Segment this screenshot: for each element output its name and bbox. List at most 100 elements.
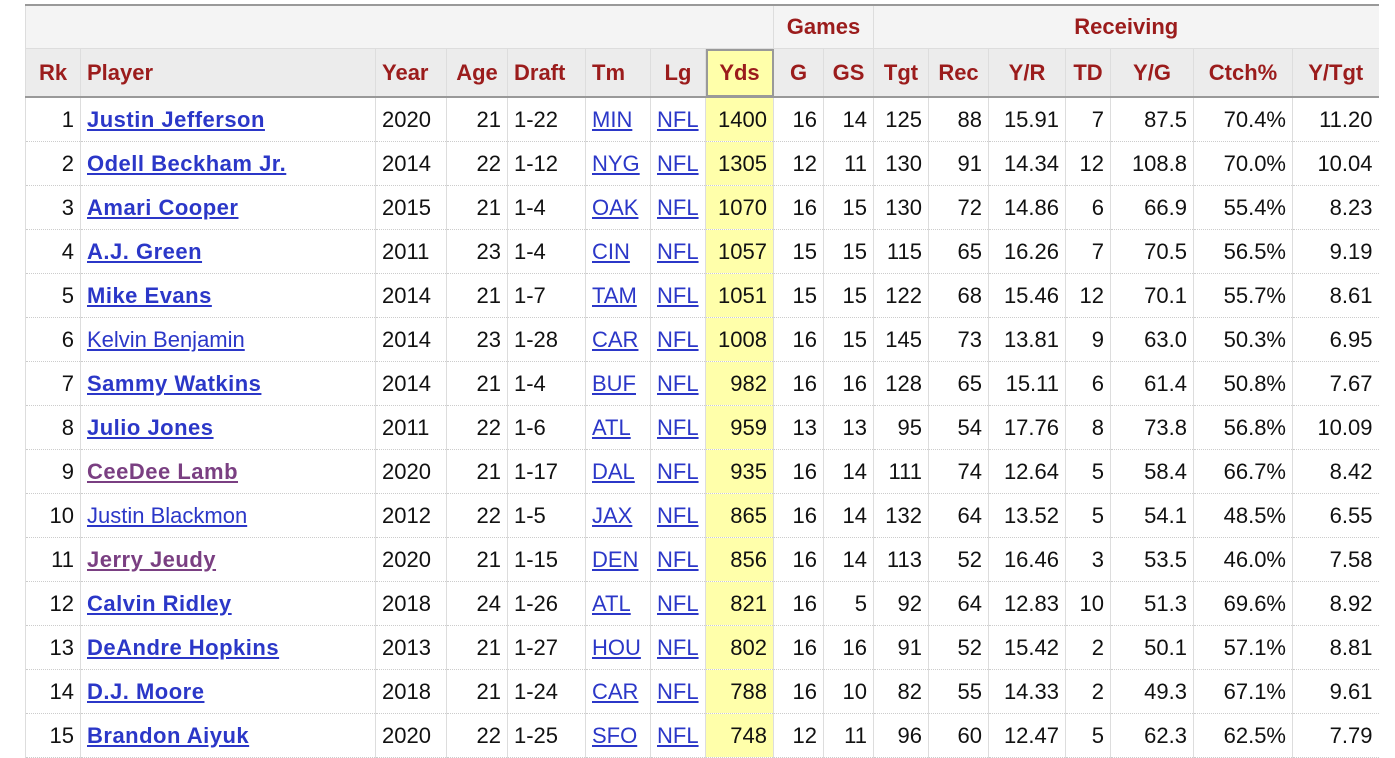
- team-link[interactable]: NYG: [592, 150, 640, 176]
- player-link[interactable]: Amari Cooper: [87, 194, 239, 220]
- cell: 92: [873, 581, 929, 626]
- cell: 122: [873, 273, 929, 318]
- cell: 15: [25, 713, 81, 758]
- league-link[interactable]: NFL: [657, 722, 699, 748]
- cell: 16: [773, 625, 824, 670]
- team-link[interactable]: ATL: [592, 414, 631, 440]
- player-link[interactable]: Mike Evans: [87, 282, 212, 308]
- cell: 16.46: [988, 537, 1066, 582]
- cell: 15.91: [988, 97, 1066, 142]
- cell: 21: [446, 537, 508, 582]
- team-link[interactable]: JAX: [592, 502, 633, 528]
- league-link[interactable]: NFL: [657, 678, 699, 704]
- cell: HOU: [585, 625, 651, 670]
- cell: 73: [928, 317, 989, 362]
- cell: 73.8: [1110, 405, 1194, 450]
- league-link[interactable]: NFL: [657, 458, 699, 484]
- league-link[interactable]: NFL: [657, 106, 699, 132]
- cell: Julio Jones: [80, 405, 376, 450]
- league-link[interactable]: NFL: [657, 590, 699, 616]
- cell: 15.46: [988, 273, 1066, 318]
- cell: 46.0%: [1193, 537, 1293, 582]
- cell: Kelvin Benjamin: [80, 317, 376, 362]
- cell: 14: [25, 669, 81, 714]
- cell: 48.5%: [1193, 493, 1293, 538]
- cell: 22: [446, 405, 508, 450]
- cell: 56.5%: [1193, 229, 1293, 274]
- cell: 14: [823, 449, 874, 494]
- cell: 7: [25, 361, 81, 406]
- cell: 10: [1065, 581, 1111, 626]
- cell: 1-4: [507, 185, 586, 230]
- cell: 2: [25, 141, 81, 186]
- cell: CeeDee Lamb: [80, 449, 376, 494]
- team-link[interactable]: CAR: [592, 326, 639, 352]
- league-link[interactable]: NFL: [657, 238, 699, 264]
- data-row: 5 Mike Evans 2014 21 1-7 TAM NFL 1051 15 15 122 68 1…: [25, 273, 1379, 318]
- cell: 12.64: [988, 449, 1066, 494]
- team-link[interactable]: TAM: [592, 282, 637, 308]
- cell: 55.4%: [1193, 185, 1293, 230]
- player-link[interactable]: Jerry Jeudy: [87, 546, 217, 572]
- team-link[interactable]: HOU: [592, 634, 641, 660]
- cell: 15.11: [988, 361, 1066, 406]
- column-header: Y/G: [1110, 48, 1194, 98]
- player-link[interactable]: DeAndre Hopkins: [87, 634, 280, 660]
- data-row: 15 Brandon Aiyuk 2020 22 1-25 SFO NFL 748 12 11 96…: [25, 713, 1379, 758]
- data-row: 9 CeeDee Lamb 2020 21 1-17 DAL NFL 935 16 14 111 74…: [25, 449, 1379, 494]
- cell: 5: [1065, 449, 1111, 494]
- player-link[interactable]: A.J. Green: [87, 238, 203, 264]
- player-link[interactable]: Kelvin Benjamin: [87, 326, 245, 352]
- player-link[interactable]: Odell Beckham Jr.: [87, 150, 287, 176]
- cell: 21: [446, 625, 508, 670]
- cell: 9: [25, 449, 81, 494]
- cell: 16: [823, 361, 874, 406]
- team-link[interactable]: CAR: [592, 678, 639, 704]
- player-link[interactable]: Julio Jones: [87, 414, 214, 440]
- player-link[interactable]: Justin Blackmon: [87, 502, 248, 528]
- cell: 9.61: [1292, 669, 1379, 714]
- team-link[interactable]: MIN: [592, 106, 633, 132]
- cell: 21: [446, 185, 508, 230]
- team-link[interactable]: SFO: [592, 722, 638, 748]
- column-header: TD: [1065, 48, 1111, 98]
- cell: 788: [705, 669, 774, 714]
- cell: 865: [705, 493, 774, 538]
- cell: 96: [873, 713, 929, 758]
- league-link[interactable]: NFL: [657, 546, 699, 572]
- league-link[interactable]: NFL: [657, 370, 699, 396]
- cell: NFL: [650, 405, 706, 450]
- cell: 7: [1065, 97, 1111, 142]
- cell: A.J. Green: [80, 229, 376, 274]
- cell: NFL: [650, 361, 706, 406]
- team-link[interactable]: BUF: [592, 370, 636, 396]
- league-link[interactable]: NFL: [657, 150, 699, 176]
- cell: 16: [773, 493, 824, 538]
- league-link[interactable]: NFL: [657, 194, 699, 220]
- team-link[interactable]: DEN: [592, 546, 639, 572]
- cell: CAR: [585, 669, 651, 714]
- player-link[interactable]: Justin Jefferson: [87, 106, 265, 132]
- column-header: Ctch%: [1193, 48, 1293, 98]
- cell: 60: [928, 713, 989, 758]
- cell: 2: [1065, 625, 1111, 670]
- team-link[interactable]: CIN: [592, 238, 630, 264]
- league-link[interactable]: NFL: [657, 634, 699, 660]
- player-link[interactable]: Calvin Ridley: [87, 590, 232, 616]
- player-link[interactable]: D.J. Moore: [87, 678, 205, 704]
- team-link[interactable]: ATL: [592, 590, 631, 616]
- cell: 65: [928, 361, 989, 406]
- cell: 66.9: [1110, 185, 1194, 230]
- team-link[interactable]: OAK: [592, 194, 639, 220]
- cell: 1305: [705, 141, 774, 186]
- cell: 11: [823, 713, 874, 758]
- column-header: Rk: [25, 48, 81, 98]
- player-link[interactable]: Brandon Aiyuk: [87, 722, 250, 748]
- league-link[interactable]: NFL: [657, 282, 699, 308]
- league-link[interactable]: NFL: [657, 326, 699, 352]
- player-link[interactable]: CeeDee Lamb: [87, 458, 239, 484]
- league-link[interactable]: NFL: [657, 414, 699, 440]
- player-link[interactable]: Sammy Watkins: [87, 370, 262, 396]
- team-link[interactable]: DAL: [592, 458, 635, 484]
- league-link[interactable]: NFL: [657, 502, 699, 528]
